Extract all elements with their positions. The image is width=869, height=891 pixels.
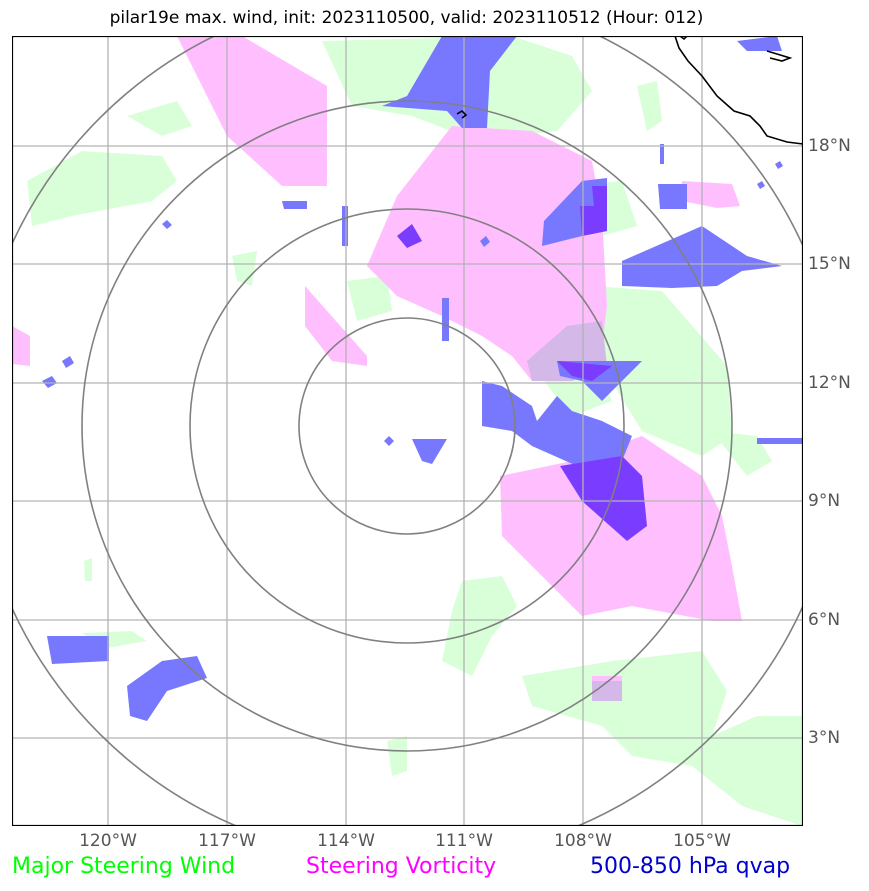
lon-label-114w: 114°W (317, 831, 375, 851)
lon-label-108w: 108°W (554, 831, 612, 851)
lon-label-117w: 117°W (198, 831, 256, 851)
strong-overlap-layer (397, 186, 647, 541)
distance-ring-2 (189, 208, 625, 644)
lat-label-12n: 12°N (808, 373, 851, 393)
legend-steering-vorticity: Steering Vorticity (306, 854, 497, 879)
distance-ring-3 (81, 100, 733, 752)
legend-qvap: 500-850 hPa qvap (590, 854, 791, 879)
legend-steering-wind: Major Steering Wind (12, 854, 236, 879)
map-title: pilar19e max. wind, init: 2023110500, va… (109, 8, 704, 28)
distance-ring-1 (298, 317, 516, 535)
lat-label-15n: 15°N (808, 254, 851, 274)
lon-label-120w: 120°W (79, 831, 137, 851)
lat-label-3n: 3°N (808, 728, 841, 748)
lat-label-9n: 9°N (808, 491, 841, 511)
lon-label-105w: 105°W (673, 831, 731, 851)
graticule (12, 36, 803, 826)
lat-label-6n: 6°N (808, 610, 841, 630)
map-frame (12, 36, 803, 826)
distance-rings (12, 36, 803, 826)
map-panel (12, 36, 803, 826)
lat-label-18n: 18°N (808, 136, 851, 156)
lon-label-111w: 111°W (435, 831, 493, 851)
